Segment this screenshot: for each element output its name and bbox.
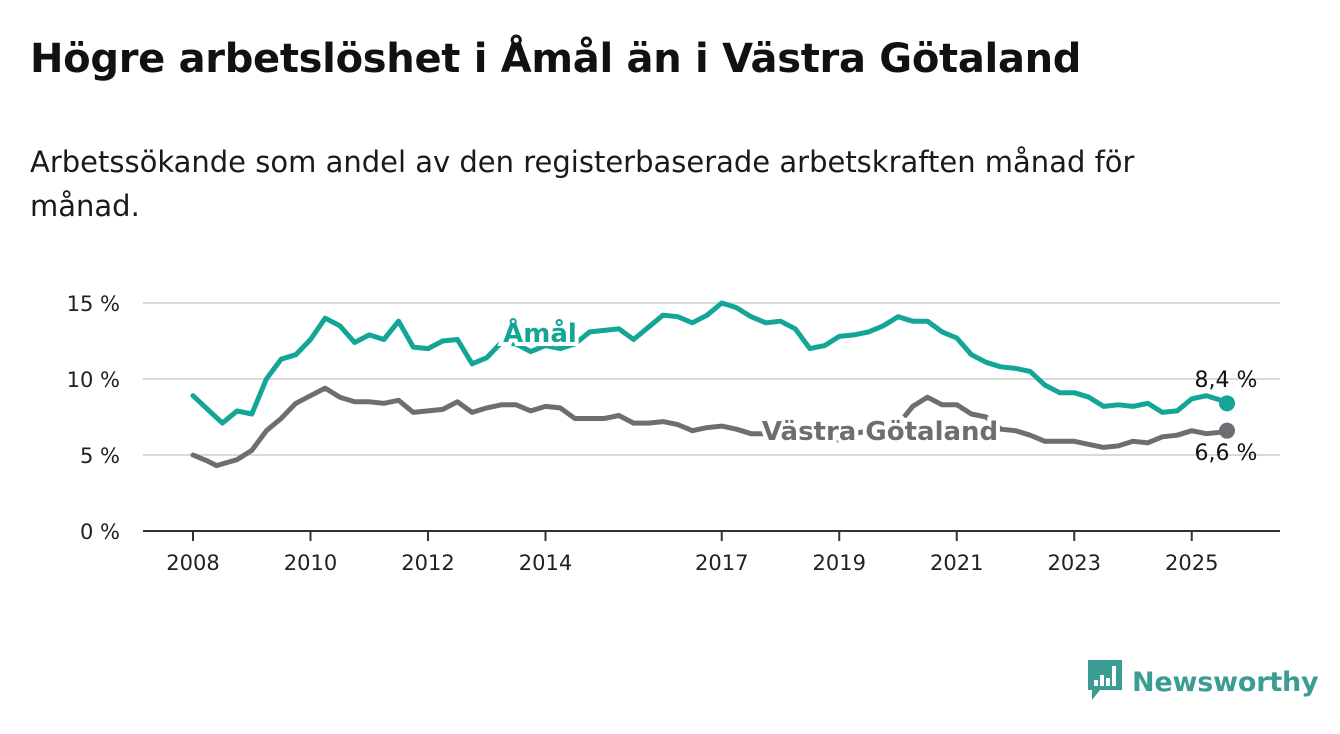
x-tick-label: 2023: [1048, 551, 1101, 575]
end-value-label-amal: 8,4 %: [1195, 368, 1258, 393]
amal-line: [190, 300, 1230, 426]
vastra-gotaland-line: [190, 385, 1230, 469]
series-label-vastra-gotaland: Västra Götaland: [762, 417, 998, 447]
y-tick-label: 5 %: [80, 444, 120, 468]
chart-subtitle: Arbetssökande som andel av den registerb…: [30, 145, 1135, 223]
end-value-label-vastra-gotaland: 6,6 %: [1195, 441, 1258, 466]
x-tick-label: 2021: [930, 551, 983, 575]
x-tick-label: 2010: [284, 551, 337, 575]
amal-line-end-dot: [1219, 395, 1235, 412]
y-tick-label: 15 %: [67, 292, 120, 316]
brand-name: Newsworthy: [1132, 666, 1319, 698]
chart-title: Högre arbetslöshet i Åmål än i Västra Gö…: [30, 36, 1082, 82]
vastra-gotaland-line-end-dot: [1219, 422, 1235, 439]
gridlines: [143, 302, 1280, 456]
x-tick-label: 2025: [1165, 551, 1218, 575]
brand-logo: Newsworthy: [1088, 660, 1319, 704]
newsworthy-logo-icon: [1088, 660, 1122, 700]
x-tick-label: 2012: [401, 551, 454, 575]
series-label-amal: Åmål: [503, 317, 577, 349]
y-tick-label: 10 %: [67, 368, 120, 392]
x-tick-label: 2014: [519, 551, 572, 575]
x-tick-label: 2017: [695, 551, 748, 575]
y-axis-ticks: 0 % 5 % 10 % 15 %: [67, 292, 120, 544]
x-tick-label: 2019: [813, 551, 866, 575]
series-labels: Åmål Västra Götaland 8,4 % 6,6 %: [499, 313, 1258, 466]
series-lines: [190, 300, 1235, 469]
x-tick-label: 2008: [166, 551, 219, 575]
y-tick-label: 0 %: [80, 520, 120, 544]
x-axis-ticks: 2008 2010 2012 2014 2017 2019 2021 2023 2025: [166, 531, 1218, 575]
